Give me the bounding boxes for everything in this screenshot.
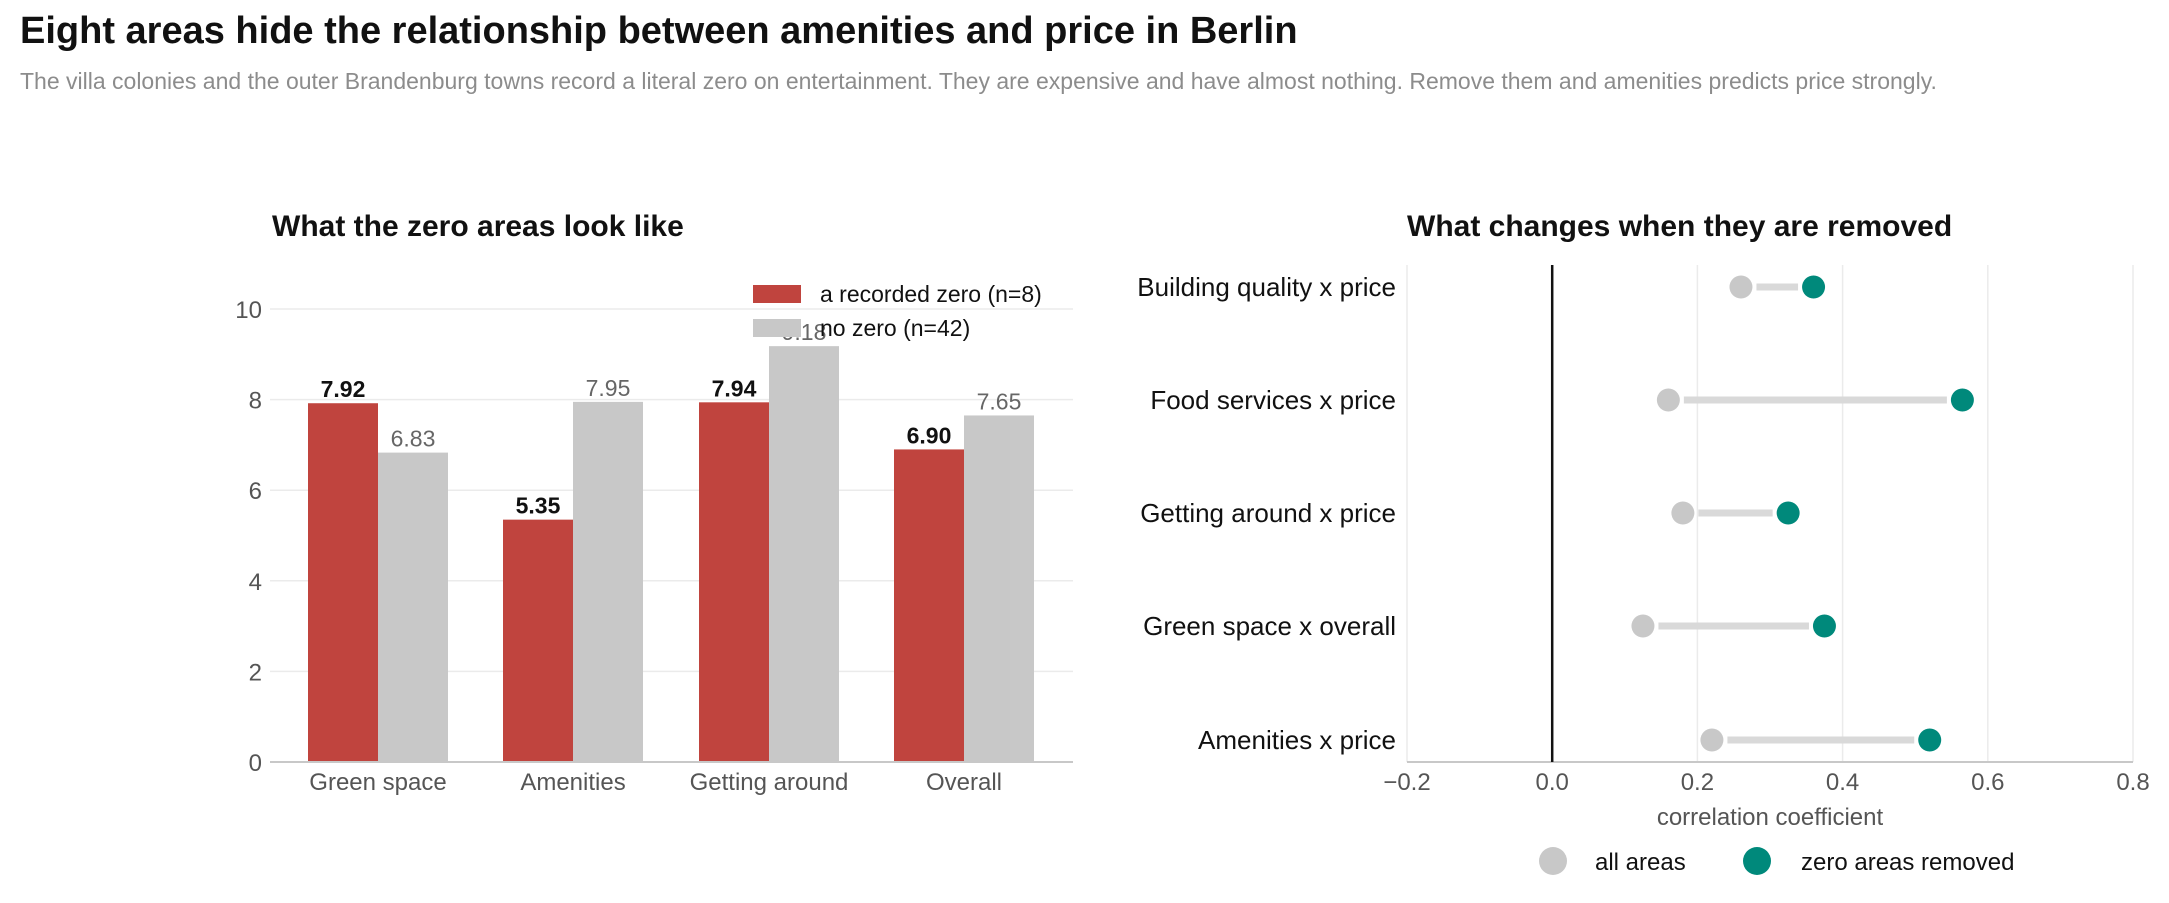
dumbbell-row-label: Food services x price bbox=[1150, 385, 1396, 415]
dot-zero-removed bbox=[1802, 275, 1826, 299]
bar-legend: a recorded zero (n=8) no zero (n=42) bbox=[753, 281, 1042, 341]
dot-all-areas bbox=[1656, 388, 1680, 412]
dumbbell-rows: Building quality x price Food services x … bbox=[1137, 272, 1974, 755]
legend-label-nozero: no zero (n=42) bbox=[820, 315, 970, 341]
dumbbell-row-label: Building quality x price bbox=[1137, 272, 1396, 302]
bar-nozero bbox=[573, 401, 643, 762]
dumbbell-legend: all areas zero areas removed bbox=[1539, 847, 2014, 876]
bar-value-label-zero: 7.94 bbox=[712, 375, 757, 401]
bar-category-label: Amenities bbox=[520, 769, 625, 796]
bar-value-label-zero: 6.90 bbox=[907, 422, 952, 448]
bar-y-tick-label: 10 bbox=[235, 297, 262, 324]
dot-all-areas bbox=[1729, 275, 1753, 299]
dumbbell-row-label: Amenities x price bbox=[1198, 725, 1396, 755]
bar-series bbox=[308, 346, 1034, 762]
legend-label-zero: a recorded zero (n=8) bbox=[820, 281, 1042, 307]
bar-value-label-zero: 7.92 bbox=[321, 376, 366, 402]
bar-value-label-nozero: 7.95 bbox=[586, 375, 631, 401]
bar-y-tick-label: 2 bbox=[249, 659, 262, 686]
dot-all-areas bbox=[1631, 614, 1655, 638]
bar-value-label-nozero: 6.83 bbox=[391, 426, 436, 452]
dot-all-areas bbox=[1700, 728, 1724, 752]
dumbbell-row-label: Green space x overall bbox=[1143, 611, 1396, 641]
bar-nozero bbox=[964, 415, 1034, 762]
legend-dot-all bbox=[1539, 847, 1567, 875]
legend-label-all: all areas bbox=[1595, 849, 1686, 876]
bar-value-label-zero: 5.35 bbox=[516, 493, 561, 519]
dot-zero-removed bbox=[1950, 388, 1974, 412]
dumbbell-x-tick-label: 0.6 bbox=[1971, 769, 2004, 796]
bar-x-axis: Green space Amenities Getting around Overal… bbox=[309, 769, 1002, 796]
dumbbell-x-tick-label: 0.2 bbox=[1681, 769, 1714, 796]
bar-value-labels: 7.926.835.357.95 7.949.186.907.65 bbox=[321, 319, 1022, 518]
dumbbell-x-tick-label: 0.4 bbox=[1826, 769, 1859, 796]
bar-y-tick-label: 6 bbox=[249, 478, 262, 505]
bar-category-label: Green space bbox=[309, 769, 446, 796]
dumbbell-row-label: Getting around x price bbox=[1140, 498, 1396, 528]
bar-y-tick-label: 0 bbox=[249, 750, 262, 777]
dumbbell-x-tick-label: 0.8 bbox=[2116, 769, 2149, 796]
dot-zero-removed bbox=[1812, 614, 1836, 638]
bar-category-label: Getting around bbox=[690, 769, 849, 796]
chart-subtitle: The villa colonies and the outer Branden… bbox=[20, 68, 1937, 94]
bar-value-label-nozero: 7.65 bbox=[977, 388, 1022, 414]
bar-nozero bbox=[378, 452, 448, 762]
bar-category-label: Overall bbox=[926, 769, 1002, 796]
bar-y-axis: 0 2 4 6 8 10 bbox=[235, 297, 262, 777]
legend-label-removed: zero areas removed bbox=[1801, 849, 2014, 876]
bar-panel-title: What the zero areas look like bbox=[272, 210, 684, 243]
dumbbell-x-axis-label: correlation coefficient bbox=[1657, 804, 1884, 831]
bar-zero bbox=[503, 519, 573, 762]
legend-swatch-nozero bbox=[753, 319, 801, 337]
bar-zero bbox=[894, 449, 964, 762]
dot-zero-removed bbox=[1918, 728, 1942, 752]
bar-y-tick-label: 4 bbox=[249, 569, 262, 596]
dot-zero-removed bbox=[1776, 501, 1800, 525]
bar-zero bbox=[699, 402, 769, 762]
bar-zero bbox=[308, 403, 378, 762]
bar-y-tick-label: 8 bbox=[249, 388, 262, 415]
dumbbell-panel-title: What changes when they are removed bbox=[1407, 210, 1952, 243]
chart-title: Eight areas hide the relationship betwee… bbox=[20, 10, 1298, 52]
legend-dot-removed bbox=[1743, 847, 1771, 875]
dumbbell-x-axis: −0.2 0.0 0.2 0.4 0.6 0.8 bbox=[1383, 769, 2149, 796]
dot-all-areas bbox=[1671, 501, 1695, 525]
bar-nozero bbox=[769, 346, 839, 762]
dumbbell-x-tick-label: 0.0 bbox=[1536, 769, 1569, 796]
dumbbell-x-tick-label: −0.2 bbox=[1383, 769, 1430, 796]
legend-swatch-zero bbox=[753, 285, 801, 303]
